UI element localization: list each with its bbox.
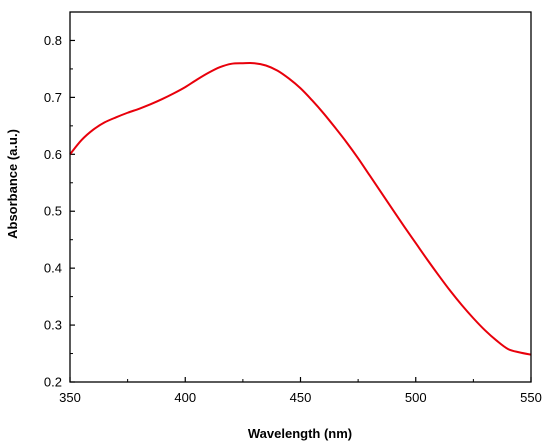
y-tick-label: 0.2 [44,375,62,390]
series-line [69,62,532,356]
plot-frame [69,11,532,383]
y-tick-label: 0.7 [44,90,62,105]
axis-ticks [69,39,532,383]
y-tick-label: 0.6 [44,147,62,162]
y-tick-label: 0.3 [44,318,62,333]
x-tick-label: 350 [59,390,81,405]
y-tick-label: 0.5 [44,204,62,219]
x-tick-label: 400 [174,390,196,405]
x-tick-label: 450 [290,390,312,405]
x-tick-labels: 350 400 450 500 550 [59,390,542,405]
y-tick-label: 0.4 [44,261,62,276]
x-tick-label: 500 [405,390,427,405]
y-tick-label: 0.8 [44,33,62,48]
y-axis-label: Absorbance (a.u.) [5,129,20,239]
y-tick-labels: 0.2 0.3 0.4 0.5 0.6 0.7 0.8 [44,33,62,390]
x-axis-label: Wavelength (nm) [248,426,352,441]
x-tick-label: 550 [520,390,542,405]
